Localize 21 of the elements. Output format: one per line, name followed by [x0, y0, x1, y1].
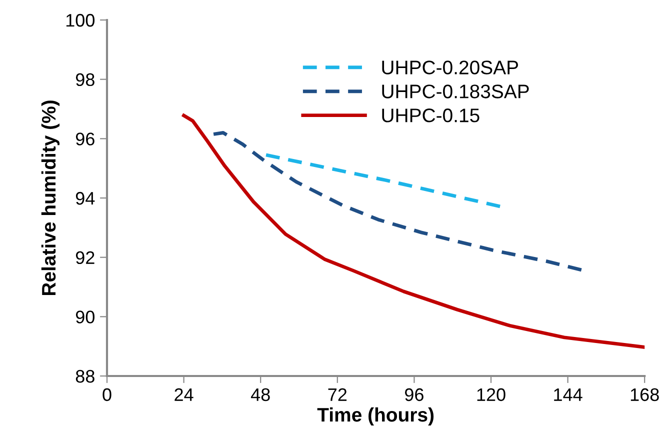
y-tick-label: 98	[76, 73, 94, 86]
y-tick-label: 100	[66, 14, 94, 27]
x-tick-label: 144	[554, 388, 582, 401]
x-tick-label: 48	[250, 388, 270, 402]
y-axis-title: Relative humidity (%)	[41, 100, 60, 296]
y-tick-label: 88	[76, 370, 94, 383]
y-tick-label: 92	[76, 251, 94, 264]
line-series	[212, 131, 584, 272]
y-tick-label: 96	[76, 132, 94, 146]
x-tick-label: 0	[102, 388, 112, 402]
legend-label: UHPC-0.183SAP	[382, 84, 529, 98]
legend-label: UHPC-0.20SAP	[382, 60, 518, 74]
x-tick-label: 72	[328, 388, 347, 401]
x-axis-title: Time (hours)	[317, 407, 434, 426]
x-tick-label: 168	[630, 388, 659, 402]
legend-label: UHPC-0.15	[382, 108, 480, 122]
x-tick-label: 96	[405, 388, 424, 402]
y-tick-label: 90	[76, 310, 94, 324]
x-tick-label: 24	[174, 388, 194, 401]
y-tick-label: 94	[76, 192, 95, 205]
x-tick-label: 120	[477, 388, 506, 402]
